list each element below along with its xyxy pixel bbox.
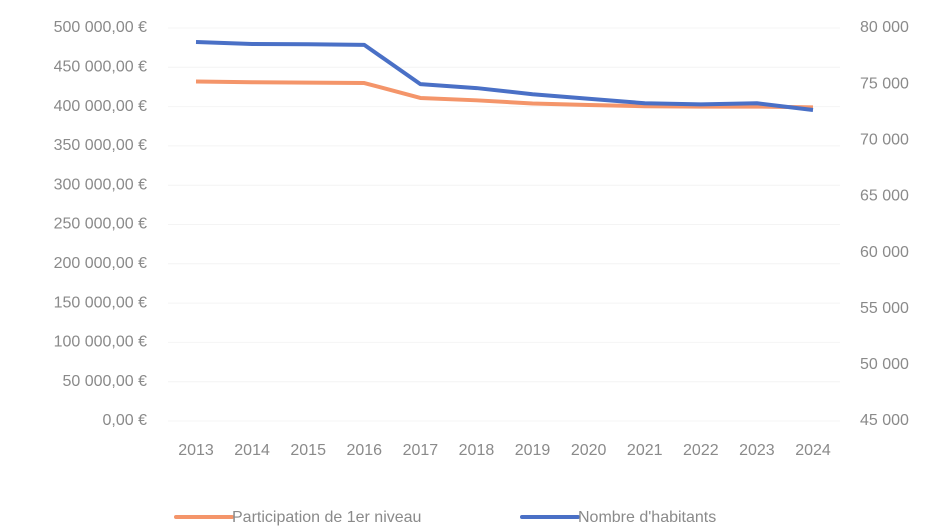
- y2-tick-label: 45 000: [860, 412, 909, 429]
- x-tick-label: 2023: [739, 442, 775, 459]
- y-tick-label: 400 000,00 €: [54, 98, 148, 115]
- y2-tick-label: 80 000: [860, 19, 909, 36]
- y2-tick-label: 75 000: [860, 75, 909, 92]
- y-tick-label: 450 000,00 €: [54, 59, 148, 76]
- y2-tick-label: 55 000: [860, 300, 909, 317]
- legend-label: Participation de 1er niveau: [232, 509, 421, 526]
- y-tick-label: 200 000,00 €: [54, 255, 148, 272]
- y-tick-label: 300 000,00 €: [54, 176, 148, 193]
- y-tick-label: 350 000,00 €: [54, 137, 148, 154]
- y-tick-label: 100 000,00 €: [54, 334, 148, 351]
- legend-label: Nombre d'habitants: [578, 509, 716, 526]
- x-tick-label: 2013: [178, 442, 214, 459]
- x-tick-label: 2014: [234, 442, 270, 459]
- y2-tick-label: 50 000: [860, 356, 909, 373]
- y-tick-label: 0,00 €: [103, 412, 148, 429]
- series-line: [195, 40, 814, 112]
- x-tick-label: 2020: [571, 442, 607, 459]
- x-tick-label: 2015: [290, 442, 326, 459]
- x-tick-label: 2017: [403, 442, 439, 459]
- y2-tick-label: 60 000: [860, 244, 909, 261]
- x-tick-label: 2022: [683, 442, 719, 459]
- y-tick-label: 150 000,00 €: [54, 294, 148, 311]
- y-tick-label: 500 000,00 €: [54, 19, 148, 36]
- series-line: [195, 79, 814, 110]
- y2-tick-label: 70 000: [860, 132, 909, 149]
- x-tick-label: 2016: [346, 442, 382, 459]
- x-tick-label: 2019: [515, 442, 551, 459]
- x-tick-label: 2024: [795, 442, 831, 459]
- x-tick-label: 2018: [459, 442, 495, 459]
- x-tick-label: 2021: [627, 442, 663, 459]
- y2-tick-label: 65 000: [860, 188, 909, 205]
- y-tick-label: 50 000,00 €: [62, 373, 147, 390]
- y-tick-label: 250 000,00 €: [54, 216, 148, 233]
